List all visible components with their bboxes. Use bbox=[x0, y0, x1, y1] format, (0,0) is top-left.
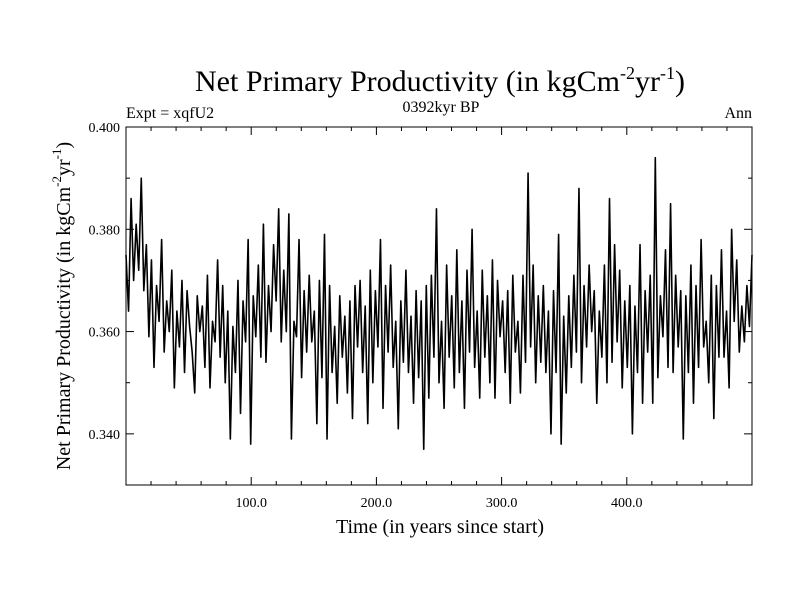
ylabel-sup-1: -2 bbox=[49, 176, 64, 187]
period-label: 0392kyr BP bbox=[403, 99, 480, 116]
y-axis-label: Net Primary Productivity (in kgCm-2yr-1) bbox=[49, 142, 75, 470]
title-mid: yr bbox=[635, 65, 660, 98]
title-main: Net Primary Productivity (in kgCm bbox=[195, 65, 620, 98]
ylabel-main: Net Primary Productivity (in kgCm bbox=[53, 186, 75, 470]
title-sup-2: -1 bbox=[660, 63, 675, 83]
experiment-label: Expt = xqfU2 bbox=[126, 105, 214, 122]
x-tick-label: 200.0 bbox=[361, 496, 393, 511]
y-tick-label: 0.340 bbox=[89, 428, 121, 443]
x-tick-label: 100.0 bbox=[235, 496, 267, 511]
x-tick-label: 400.0 bbox=[611, 496, 643, 511]
y-tick-label: 0.360 bbox=[89, 326, 121, 341]
title-sup-1: -2 bbox=[620, 63, 635, 83]
x-axis: 100.0 200.0 300.0 400.0 bbox=[125, 127, 753, 511]
x-axis-label: Time (in years since start) bbox=[336, 516, 544, 538]
ylabel-sup-2: -1 bbox=[49, 149, 64, 160]
title-end: ) bbox=[675, 65, 685, 98]
series-line-npp bbox=[125, 156, 753, 450]
season-label: Ann bbox=[724, 105, 752, 122]
chart-title: Net Primary Productivity (in kgCm-2yr-1) bbox=[195, 63, 685, 98]
ylabel-mid: yr bbox=[53, 159, 75, 176]
y-axis: 0.340 0.360 0.380 0.400 bbox=[89, 121, 752, 486]
x-tick-label: 300.0 bbox=[486, 496, 518, 511]
plot-frame bbox=[125, 126, 753, 486]
y-tick-label: 0.400 bbox=[89, 121, 121, 136]
y-tick-label: 0.380 bbox=[89, 223, 121, 238]
ylabel-end: ) bbox=[53, 142, 75, 149]
